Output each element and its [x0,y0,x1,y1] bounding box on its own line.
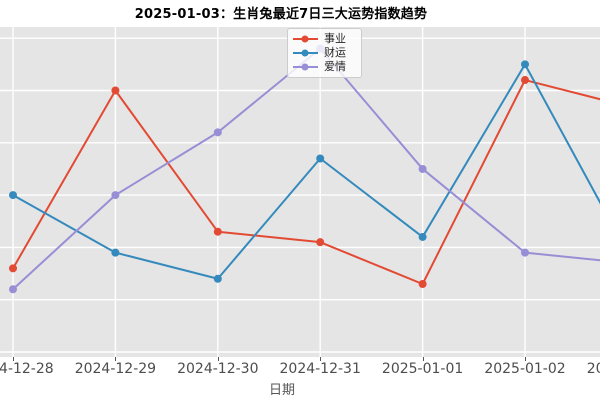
x-tick-label: 2024-12-30 [177,361,259,377]
data-point [213,274,222,283]
x-tick-label: 2024-12-31 [279,361,361,377]
x-tick-label: 2025-01-01 [381,361,464,377]
line-dot-marker-icon [293,49,318,57]
line-dot-marker-icon [293,63,318,71]
data-point [213,227,222,236]
data-point [213,128,222,137]
data-point [418,280,427,289]
x-tick-label: 2025-01-03 [586,361,600,377]
data-point [111,191,120,200]
series-line-事业 [12,79,600,286]
legend-item-career: 事业 [292,32,361,46]
legend-item-wealth: 财运 [292,46,361,60]
legend-label: 爱情 [324,60,346,73]
x-tick-mark [217,357,219,361]
data-point [316,154,325,163]
x-tick-mark [115,357,117,361]
x-tick-mark [422,357,424,361]
x-tick-mark [525,357,526,361]
chart-title: 2025-01-03：生肖兔最近7日三大运势指数趋势 [134,7,428,22]
x-tick-mark [320,357,322,361]
data-point [111,248,120,257]
data-point [521,76,529,85]
x-tick-label: 2024-12-29 [74,361,157,377]
series-line-财运 [12,63,600,280]
data-point [9,264,17,273]
legend-label: 财运 [324,46,346,59]
x-axis-title: 日期 [268,383,295,398]
legend-item-love: 爱情 [292,60,361,74]
x-tick-label: 2025-01-02 [484,361,566,377]
data-point [316,238,325,247]
legend-label: 事业 [324,32,346,45]
legend: 事业 财运 爱情 [287,28,362,78]
data-point [418,232,427,241]
plot-area [0,27,600,357]
x-tick-mark [13,357,14,361]
data-point [111,86,120,95]
data-point [9,285,17,294]
data-point [521,248,529,257]
data-point [9,191,17,200]
data-point [521,60,529,69]
data-point [418,164,427,173]
chart-canvas [0,27,600,357]
line-dot-marker-icon [293,35,318,43]
x-tick-label: 2024-12-28 [0,361,54,377]
